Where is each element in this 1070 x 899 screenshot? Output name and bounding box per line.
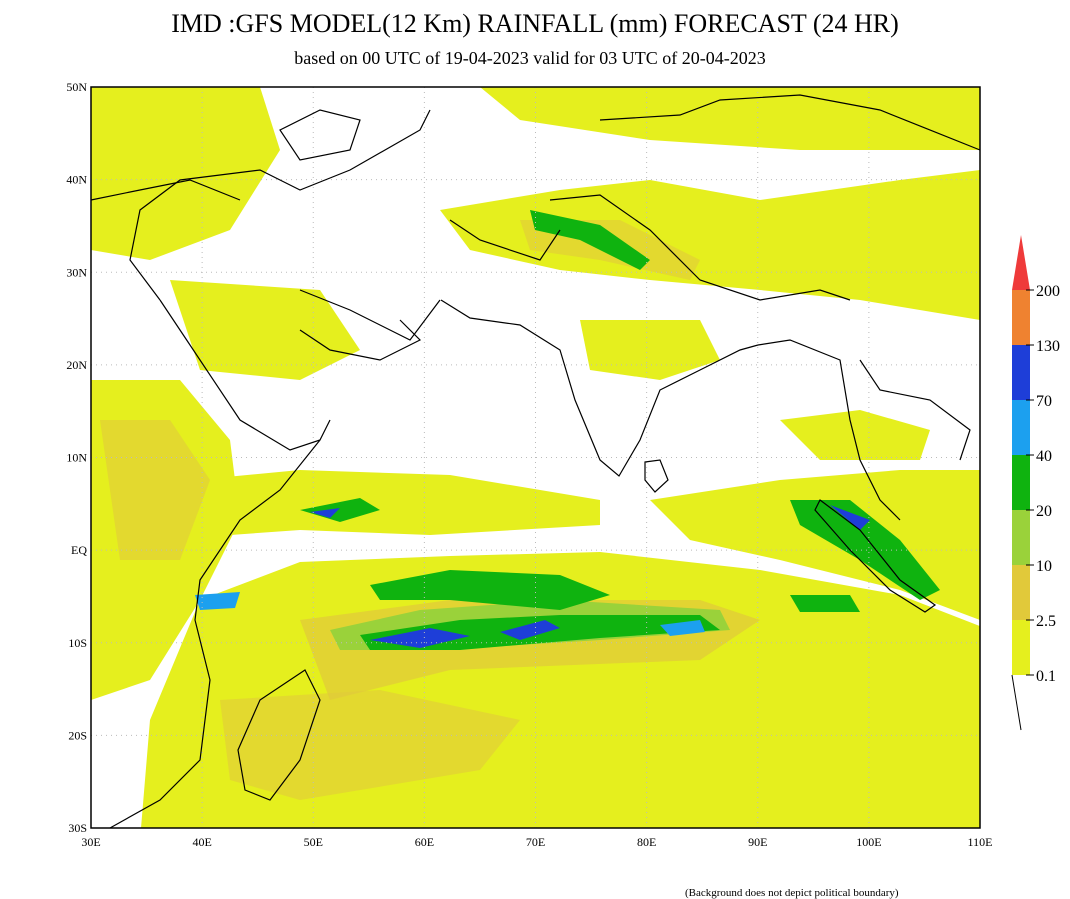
legend-swatch bbox=[1012, 620, 1030, 675]
subtitle: based on 00 UTC of 19-04-2023 valid for … bbox=[294, 48, 765, 68]
legend-label: 70 bbox=[1036, 393, 1052, 410]
lat-label: 20N bbox=[66, 358, 87, 372]
grid bbox=[91, 87, 980, 828]
legend-label: 130 bbox=[1036, 338, 1060, 355]
lon-label: 50E bbox=[304, 835, 323, 849]
lat-label: 30S bbox=[68, 821, 87, 835]
legend-arrow bbox=[1012, 235, 1030, 290]
lon-label: 90E bbox=[748, 835, 767, 849]
note: (Background does not depict political bo… bbox=[685, 887, 899, 899]
rainfall-field bbox=[91, 87, 980, 828]
lat-label: 10N bbox=[66, 451, 87, 465]
title: IMD :GFS MODEL(12 Km) RAINFALL (mm) FORE… bbox=[171, 9, 899, 38]
legend-label: 20 bbox=[1036, 503, 1052, 520]
map-frame bbox=[90, 86, 981, 829]
legend-swatch bbox=[1012, 400, 1030, 455]
lat-label: 40N bbox=[66, 173, 87, 187]
lon-label: 110E bbox=[968, 835, 993, 849]
legend-tail bbox=[1011, 674, 1022, 731]
lon-label: 80E bbox=[637, 835, 656, 849]
lat-label: EQ bbox=[71, 543, 87, 557]
lat-label: 20S bbox=[68, 728, 87, 742]
legend-label: 0.1 bbox=[1036, 668, 1056, 685]
legend: 200 130 70 40 20 10 2.5 0.1 bbox=[1011, 235, 1060, 731]
lon-label: 60E bbox=[415, 835, 434, 849]
coastlines bbox=[90, 94, 981, 829]
legend-swatch bbox=[1012, 455, 1030, 510]
lon-label: 30E bbox=[81, 835, 100, 849]
legend-label: 40 bbox=[1036, 448, 1052, 465]
legend-label: 200 bbox=[1036, 283, 1060, 300]
lon-label: 70E bbox=[526, 835, 545, 849]
legend-label: 2.5 bbox=[1036, 613, 1056, 630]
lon-label: 100E bbox=[856, 835, 881, 849]
legend-label: 10 bbox=[1036, 558, 1052, 575]
lat-label: 10S bbox=[68, 636, 87, 650]
lat-label: 50N bbox=[66, 80, 87, 94]
legend-swatch bbox=[1012, 510, 1030, 565]
lat-label: 30N bbox=[66, 265, 87, 279]
lon-label: 40E bbox=[192, 835, 211, 849]
map bbox=[90, 86, 981, 829]
legend-swatch bbox=[1012, 290, 1030, 345]
legend-swatch bbox=[1012, 345, 1030, 400]
legend-swatch bbox=[1012, 565, 1030, 620]
